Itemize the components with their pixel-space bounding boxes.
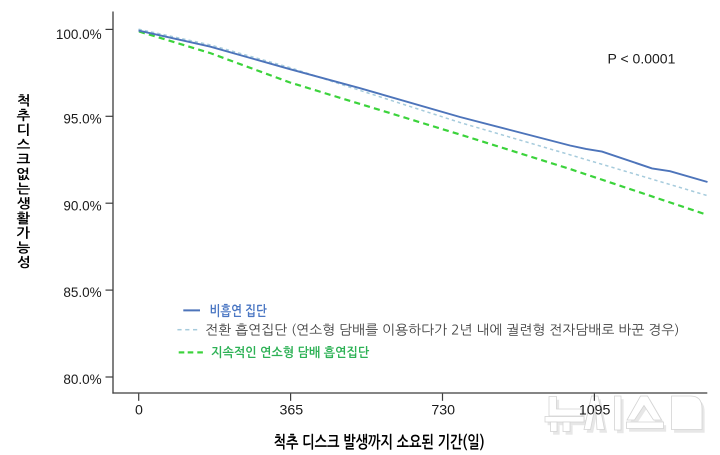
svg-text:730: 730 — [431, 403, 455, 419]
svg-text:90.0%: 90.0% — [63, 198, 101, 213]
svg-text:1095: 1095 — [579, 403, 611, 419]
svg-text:P < 0.0001: P < 0.0001 — [608, 51, 676, 67]
svg-text:95.0%: 95.0% — [63, 111, 101, 126]
svg-text:100.0%: 100.0% — [56, 27, 102, 42]
svg-text:365: 365 — [279, 403, 303, 419]
svg-text:80.0%: 80.0% — [63, 372, 101, 387]
svg-text:85.0%: 85.0% — [63, 285, 101, 300]
svg-text:0: 0 — [135, 403, 143, 419]
